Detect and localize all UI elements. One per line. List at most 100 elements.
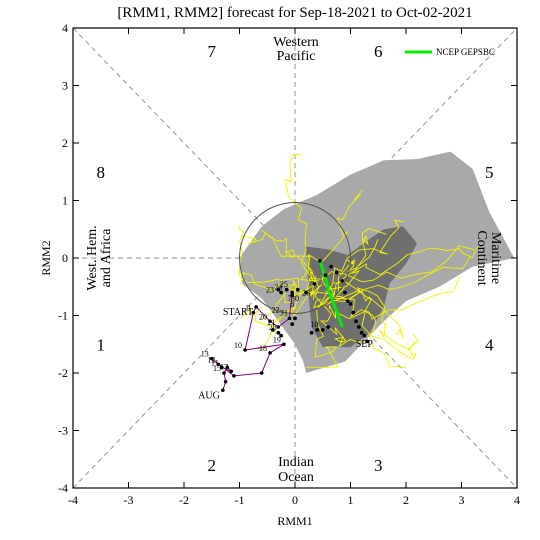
forecast-point — [315, 327, 320, 332]
point-label: 25 — [280, 280, 288, 289]
forecast-point — [334, 270, 339, 275]
member-track — [261, 229, 320, 282]
forecast-point — [279, 333, 284, 338]
ensemble-member-tracks — [239, 154, 479, 368]
legend-label: NCEP GEPSBC — [436, 47, 495, 57]
point-label: 10 — [310, 320, 318, 329]
observed-point-label: 9 — [246, 304, 250, 313]
observed-point — [268, 319, 272, 324]
region-label-top-2: Pacific — [277, 49, 316, 64]
point-label: 30 — [291, 294, 299, 303]
member-track — [321, 245, 475, 290]
forecast-point — [340, 279, 345, 283]
observed-point — [225, 365, 230, 370]
observed-point-label: 11 — [211, 358, 219, 367]
x-tick-label: 2 — [403, 493, 409, 507]
phase-label: 1 — [97, 335, 106, 354]
forecast-point — [348, 302, 353, 306]
ensemble-spread — [239, 151, 515, 373]
member-track — [332, 245, 479, 298]
forecast-point — [293, 316, 297, 321]
forecast-point — [345, 299, 350, 304]
member-track — [333, 281, 416, 351]
x-tick-label: -2 — [179, 493, 189, 507]
forecast-point — [323, 273, 328, 278]
phase-label: 4 — [485, 335, 494, 354]
member-track — [325, 290, 406, 368]
x-tick-label: -1 — [235, 493, 245, 507]
region-label-top-1: Western — [273, 35, 319, 50]
observed-point-label: 15 — [213, 364, 221, 373]
observed-point-label: 19 — [273, 335, 281, 344]
phase-label: 2 — [208, 456, 217, 475]
phase-label: 6 — [374, 42, 383, 61]
x-tick-label: -3 — [124, 493, 134, 507]
forecast-point — [270, 327, 275, 332]
x-tick-label: -4 — [68, 493, 78, 507]
observed-point-label: AUG — [198, 390, 220, 401]
observed-point-label: 17 — [220, 362, 228, 371]
observed-point — [222, 371, 226, 375]
region-label-bottom-2: Ocean — [278, 470, 314, 485]
member-track — [328, 276, 460, 320]
forecast-point — [343, 290, 347, 295]
observed-point — [268, 351, 272, 355]
point-label: SEP — [356, 339, 374, 350]
phase-label: 5 — [485, 163, 494, 182]
forecast-point — [318, 258, 322, 263]
observed-point — [290, 290, 295, 295]
point-label: 24 — [274, 283, 282, 292]
member-track — [327, 239, 379, 305]
observed-point-label: 18 — [259, 344, 267, 353]
y-tick-label: -2 — [58, 366, 68, 380]
forecast-point — [362, 333, 367, 338]
observed-point-label: 21 — [267, 318, 275, 327]
y-tick-label: 4 — [62, 21, 68, 35]
unit-circle — [239, 202, 351, 314]
region-label-left-2: and Africa — [99, 228, 114, 287]
forecast-point — [312, 281, 317, 286]
forecast-point — [329, 264, 333, 269]
forecast-point — [290, 293, 295, 298]
observed-point — [232, 374, 236, 378]
observed-point-label: START — [223, 307, 253, 318]
x-tick-label: 4 — [514, 493, 520, 507]
x-tick-label: 3 — [459, 493, 465, 507]
y-tick-label: -3 — [58, 424, 68, 438]
phase-label: 8 — [97, 163, 106, 182]
forecast-point — [320, 327, 325, 332]
observed-point — [254, 305, 258, 309]
legend: NCEP GEPSBC — [405, 47, 495, 57]
y-tick-label: -4 — [58, 481, 68, 495]
x-axis-label: RMM1 — [277, 514, 312, 528]
observed-track: AUG15171112131819109START2021 — [198, 290, 295, 401]
member-track — [306, 296, 339, 368]
observed-point — [276, 325, 281, 329]
region-label-right-2: Continent — [474, 230, 489, 285]
forecast-point — [276, 287, 281, 292]
y-tick-label: 2 — [62, 136, 68, 150]
observed-point — [219, 365, 224, 370]
point-label: 8 — [290, 300, 294, 309]
forecast-point — [276, 330, 281, 335]
phase-label: 7 — [208, 42, 217, 61]
y-tick-label: -1 — [58, 309, 68, 323]
forecast-point — [290, 322, 295, 327]
observed-point-label: 10 — [234, 341, 242, 350]
forecast-point — [359, 330, 364, 335]
point-label: 26 — [302, 288, 310, 297]
observed-point — [251, 310, 256, 315]
y-tick-label: 3 — [62, 79, 68, 93]
forecast-point — [326, 325, 331, 329]
observed-point — [209, 356, 214, 361]
y-tick-label: 0 — [62, 251, 68, 265]
forecast-point — [295, 287, 300, 292]
forecast-point — [354, 319, 358, 324]
member-track — [240, 232, 316, 300]
forecast-point — [279, 290, 284, 295]
member-track — [314, 286, 370, 348]
member-track — [324, 290, 419, 361]
